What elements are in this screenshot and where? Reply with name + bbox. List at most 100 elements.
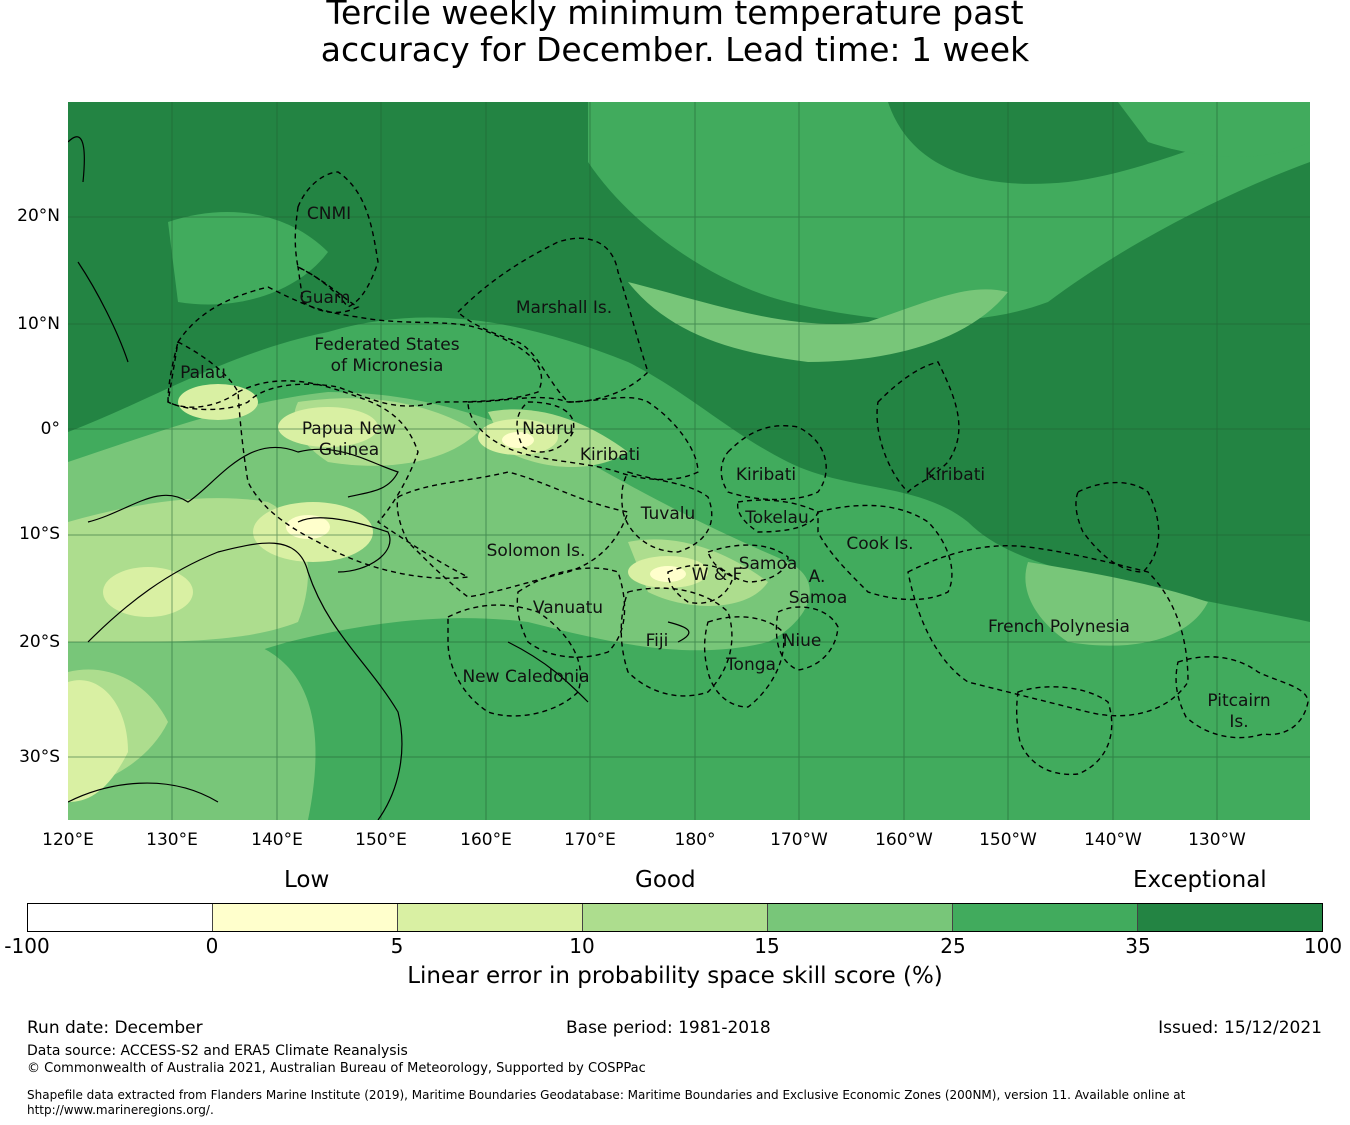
label-fsm-1: Federated States (314, 335, 459, 355)
colorbar-tick: 35 (1125, 934, 1151, 958)
lon-label-150w: 150°W (979, 830, 1037, 850)
eez-cook (817, 504, 953, 601)
colorbar-segment (1138, 904, 1322, 931)
label-marshall: Marshall Is. (516, 298, 612, 318)
label-fsm-2: of Micronesia (331, 356, 444, 376)
label-png-1: Papua New (302, 419, 396, 439)
eez-marquesas (1075, 481, 1160, 573)
colorbar-tick: 100 (1303, 934, 1343, 958)
colorbar-tick: -100 (4, 934, 50, 958)
label-solomon: Solomon Is. (487, 541, 586, 561)
label-png-2: Guinea (319, 440, 379, 460)
colorbar-tick: 10 (569, 934, 595, 958)
chart-title: Tercile weekly minimum temperature past … (0, 0, 1350, 68)
lat-label-30s: 30°S (19, 747, 60, 767)
eez-vanuatu (516, 567, 626, 658)
run-date: Run date: December (27, 1018, 203, 1038)
lat-label-0: 0° (40, 419, 60, 439)
label-american-samoa-2: Samoa (789, 588, 848, 608)
label-tonga: Tonga (725, 655, 776, 675)
eez-nauru (516, 401, 575, 453)
colorbar-tick: 5 (390, 934, 404, 958)
eez-pitcairn (1175, 656, 1309, 739)
eez-tuvalu (621, 471, 713, 553)
copyright: © Commonwealth of Australia 2021, Austra… (27, 1061, 646, 1076)
label-american-samoa-1: A. (809, 567, 826, 587)
colorbar-tick: 15 (754, 934, 780, 958)
label-tuvalu: Tuvalu (640, 504, 696, 524)
eez-kiribati-central (720, 425, 827, 501)
colorbar-segment (768, 904, 953, 931)
lon-label-170e: 170°E (564, 830, 616, 850)
colorbar-tick: 0 (205, 934, 219, 958)
label-cnmi: CNMI (307, 204, 351, 224)
eez-kiribati-east (876, 361, 960, 493)
label-french-polynesia: French Polynesia (988, 617, 1130, 637)
eez-fsm (167, 286, 543, 411)
colorbar-segment (953, 904, 1138, 931)
eez-wf (667, 564, 734, 604)
colorbar (27, 903, 1323, 932)
eez-new-caledonia (447, 604, 582, 717)
colorbar-segment (398, 904, 583, 931)
label-palau: Palau (180, 363, 226, 383)
data-source: Data source: ACCESS-S2 and ERA5 Climate … (27, 1043, 408, 1059)
lon-label-130w: 130°W (1188, 830, 1246, 850)
eez-kiribati-west (467, 396, 699, 481)
lon-label-120e: 120°E (42, 830, 94, 850)
shapefile-note: Shapefile data extracted from Flanders M… (27, 1088, 1186, 1117)
lon-label-160w: 160°W (875, 830, 933, 850)
lat-label-20s: 20°S (19, 632, 60, 652)
lon-label-140w: 140°W (1084, 830, 1142, 850)
title-line-1: Tercile weekly minimum temperature past (326, 0, 1024, 32)
label-pitcairn-2: Is. (1229, 712, 1248, 732)
label-tokelau: Tokelau (744, 508, 809, 528)
colorbar-title: Linear error in probability space skill … (407, 963, 943, 989)
category-good: Good (635, 867, 696, 893)
label-vanuatu: Vanuatu (533, 598, 603, 618)
eez-samoa (707, 544, 789, 583)
lat-label-20n: 20°N (17, 206, 60, 226)
label-kiribati-west: Kiribati (580, 445, 640, 465)
eez-tonga (703, 616, 785, 708)
label-fiji: Fiji (646, 631, 669, 651)
label-cook: Cook Is. (846, 534, 913, 554)
base-period: Base period: 1981-2018 (566, 1018, 771, 1038)
lon-label-160e: 160°E (460, 830, 512, 850)
lon-label-140e: 140°E (251, 830, 303, 850)
eez-marshall (457, 237, 649, 403)
eez-niue (775, 606, 839, 671)
skill-map: CNMI Guam Marshall Is. Federated States … (68, 102, 1310, 820)
lat-label-10s: 10°S (19, 524, 60, 544)
region-labels: CNMI Guam Marshall Is. Federated States … (180, 204, 1271, 732)
eez-png (237, 380, 471, 579)
label-samoa: Samoa (739, 554, 798, 574)
colorbar-segment (213, 904, 398, 931)
lon-label-150e: 150°E (355, 830, 407, 850)
colorbar-tick: 25 (940, 934, 966, 958)
lat-label-10n: 10°N (17, 314, 60, 334)
category-low: Low (284, 867, 330, 893)
eez-austral (1015, 686, 1113, 776)
label-guam: Guam (300, 288, 351, 308)
eez-boundaries (167, 171, 1309, 776)
lon-label-170w: 170°W (770, 830, 828, 850)
colorbar-segment (583, 904, 768, 931)
label-nauru: Nauru (522, 419, 574, 439)
label-pitcairn-1: Pitcairn (1207, 691, 1270, 711)
coastlines (68, 136, 690, 820)
label-wf: W & F (692, 565, 743, 585)
eez-cnmi (294, 171, 379, 308)
map-canvas: CNMI Guam Marshall Is. Federated States … (68, 102, 1310, 820)
label-kiribati-central: Kiribati (736, 465, 796, 485)
colorbar-segment (28, 904, 213, 931)
lon-label-180: 180° (674, 830, 716, 850)
lon-label-130e: 130°E (146, 830, 198, 850)
eez-palau (167, 340, 239, 408)
category-exceptional: Exceptional (1133, 867, 1267, 893)
title-line-2: accuracy for December. Lead time: 1 week (320, 30, 1030, 69)
eez-fiji (620, 587, 733, 697)
label-new-caledonia: New Caledonia (462, 667, 589, 687)
eez-tokelau (736, 499, 819, 533)
graticule (68, 102, 1310, 820)
